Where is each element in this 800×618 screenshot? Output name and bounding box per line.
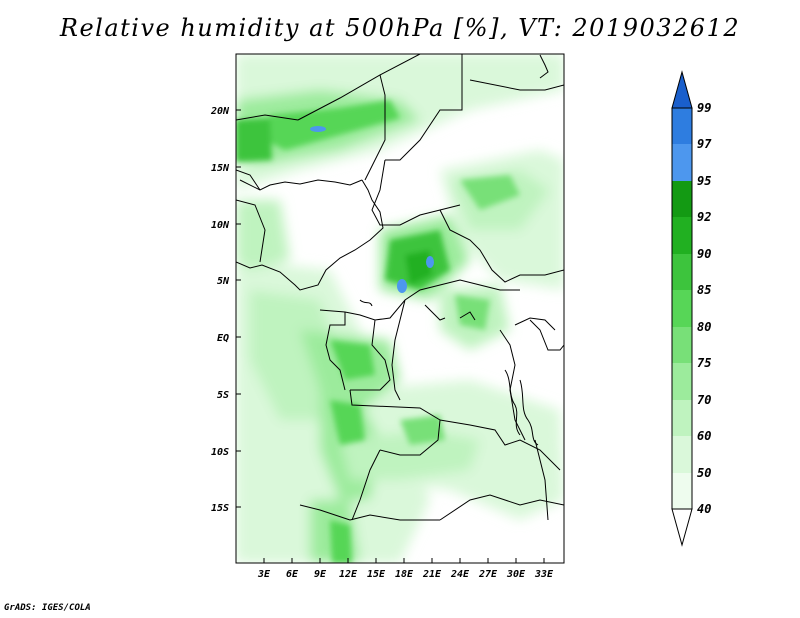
lat-label: 5S	[217, 390, 229, 401]
lon-label: 12E	[339, 569, 358, 580]
lat-label: EQ	[217, 333, 229, 344]
lon-label: 9E	[314, 569, 327, 580]
colorbar-segment	[672, 290, 692, 327]
colorbar-label: 75	[697, 356, 711, 370]
colorbar-over-arrow	[671, 70, 693, 109]
humidity-field	[236, 54, 564, 563]
lon-label: 21E	[422, 569, 442, 580]
colorbar-segment	[672, 181, 692, 217]
lon-label: 3E	[257, 569, 271, 580]
colorbar-segment	[672, 473, 692, 509]
lat-label: 5N	[217, 276, 230, 287]
software-credit: GrADS: IGES/COLA	[4, 603, 91, 613]
colorbar-segment	[672, 436, 692, 473]
lon-label: 27E	[478, 569, 498, 580]
colorbar-label: 70	[697, 393, 711, 407]
colorbar-segment	[672, 108, 692, 144]
lat-label: 20N	[210, 106, 230, 117]
lon-label: 6E	[286, 569, 299, 580]
colorbar-label: 95	[697, 174, 711, 188]
chart-title: Relative humidity at 500hPa [%], VT: 201…	[59, 14, 741, 42]
colorbar-label: 90	[697, 247, 711, 261]
latitude-axis: 20N 15N 10N 5N EQ 5S 10S 15S	[210, 106, 241, 514]
colorbar-segment	[672, 217, 692, 254]
colorbar-under-arrow	[671, 508, 693, 547]
colorbar-label: 97	[697, 137, 712, 151]
colorbar-label: 60	[697, 429, 711, 443]
colorbar-segment	[672, 327, 692, 363]
colorbar-segment	[672, 363, 692, 400]
colorbar: 99 97 95 92 90 85 80 75 70 60 50 40	[671, 70, 712, 547]
colorbar-segment	[672, 144, 692, 181]
lon-label: 18E	[395, 569, 414, 580]
longitude-axis: 3E 6E 9E 12E 15E 18E 21E 24E 27E 30E 33E	[257, 558, 554, 580]
colorbar-label: 99	[697, 101, 711, 115]
lon-label: 15E	[367, 569, 386, 580]
colorbar-segment	[672, 254, 692, 290]
colorbar-segment	[672, 400, 692, 436]
colorbar-label: 40	[697, 502, 711, 516]
lat-label: 15N	[211, 163, 230, 174]
map-frame	[235, 53, 565, 564]
colorbar-label: 92	[697, 210, 711, 224]
lat-label: 10S	[211, 447, 229, 458]
colorbar-label: 50	[697, 466, 711, 480]
lat-label: 15S	[211, 503, 229, 514]
lon-label: 33E	[534, 569, 554, 580]
lon-label: 30E	[506, 569, 526, 580]
coastlines	[359, 54, 549, 446]
lon-label: 24E	[450, 569, 470, 580]
colorbar-label: 80	[697, 320, 711, 334]
colorbar-label: 85	[697, 283, 711, 297]
lat-label: 10N	[211, 220, 230, 231]
